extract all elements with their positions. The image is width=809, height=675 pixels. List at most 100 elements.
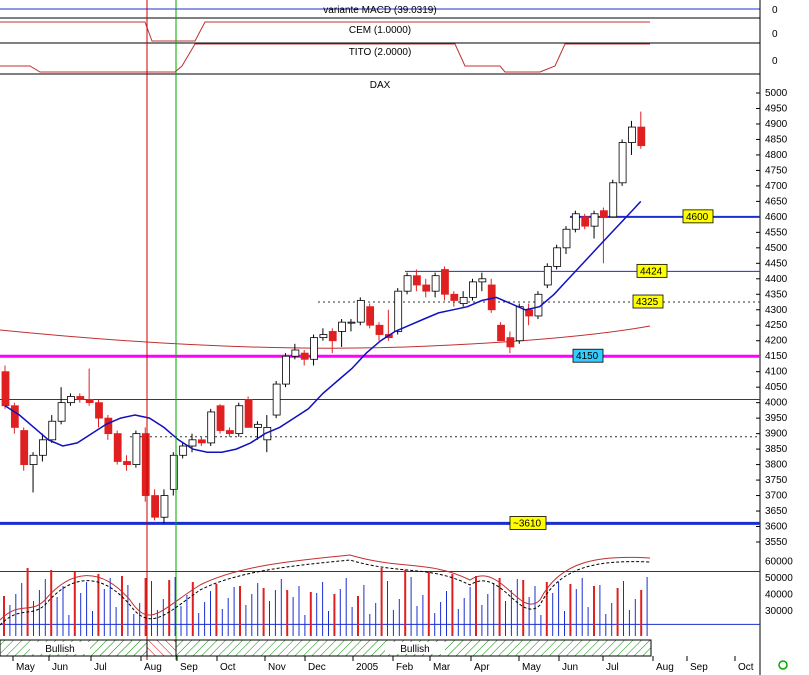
y-tick-label: 5000 <box>765 88 788 99</box>
x-tick-label: May <box>16 662 35 673</box>
candle-body <box>29 454 38 465</box>
x-tick-label: 2005 <box>356 662 379 673</box>
candle-body <box>300 352 309 360</box>
volume-tick-label: 30000 <box>765 606 793 617</box>
y-tick-label: 4850 <box>765 134 788 145</box>
bullish-label-1: Bullish <box>45 644 74 655</box>
candle-body <box>291 349 300 357</box>
x-tick-label: Jun <box>52 662 68 673</box>
x-tick-label: Sep <box>690 662 708 673</box>
candle-body <box>525 309 533 317</box>
y-tick-label: 4800 <box>765 150 788 161</box>
candle-body <box>207 411 216 444</box>
macd-panel: variante MACD (39.0319) 0 <box>0 5 778 19</box>
candle-body <box>450 293 459 301</box>
x-tick-label: Mar <box>433 662 451 673</box>
candle-body <box>637 126 646 147</box>
x-tick-label: Oct <box>220 662 236 673</box>
y-tick-label: 4050 <box>765 382 788 393</box>
candle-body <box>441 269 449 295</box>
candle-body <box>244 399 253 428</box>
candle-body <box>216 405 225 431</box>
y-tick-label: 3650 <box>765 506 788 517</box>
y-tick-label: 4950 <box>765 103 788 114</box>
y-tick-label: 4900 <box>765 119 788 130</box>
bullish-label-2: Bullish <box>400 644 429 655</box>
stochastic-line <box>0 554 651 621</box>
ma-short-line <box>4 200 642 453</box>
y-tick-label: 3850 <box>765 444 788 455</box>
x-tick-label: Aug <box>144 662 162 673</box>
candle-body <box>609 182 618 218</box>
y-tick-label: 3750 <box>765 475 788 486</box>
candle-body <box>497 324 505 342</box>
cem-value: 0 <box>772 29 778 40</box>
candle-body <box>506 337 515 348</box>
level-badge <box>572 348 604 363</box>
level-badge-text: 4600 <box>686 212 709 223</box>
x-tick-label: Nov <box>268 662 286 673</box>
level-badge <box>509 516 547 530</box>
candle-body <box>95 402 103 419</box>
candle-body <box>403 275 412 292</box>
volume-tick-label: 50000 <box>765 573 793 584</box>
candle-body <box>356 300 365 323</box>
tito-value: 0 <box>772 56 778 67</box>
candle-body <box>160 495 169 518</box>
x-tick-label: Apr <box>474 662 490 673</box>
x-tick-label: Feb <box>396 662 414 673</box>
x-tick-label: Dec <box>308 662 326 673</box>
candle-body <box>141 433 150 496</box>
level-badge-text: 4150 <box>576 351 599 362</box>
cem-panel: CEM (1.0000) 0 <box>0 21 778 44</box>
x-tick-label: Jul <box>606 662 619 673</box>
candle-body <box>431 275 440 292</box>
level-badge <box>632 294 664 309</box>
candle-body <box>562 228 571 249</box>
macd-value: 0 <box>772 5 778 16</box>
candle-body <box>151 495 160 518</box>
candle-body <box>57 402 66 422</box>
candle-body <box>412 275 421 286</box>
candle-body <box>123 461 131 465</box>
candle-body <box>543 266 552 286</box>
y-tick-label: 4750 <box>765 165 788 176</box>
y-tick-label: 4150 <box>765 351 788 362</box>
x-tick-label: May <box>522 662 541 673</box>
refresh-icon[interactable] <box>778 660 788 670</box>
volume-tick-label: 40000 <box>765 590 793 601</box>
candle-body <box>328 331 337 342</box>
candle-body <box>85 399 94 404</box>
level-badge-text: 4424 <box>640 266 663 277</box>
candle-body <box>422 284 431 292</box>
candle-body <box>394 290 403 332</box>
candle-body <box>10 405 19 428</box>
level-badge-text: ~3610 <box>513 518 542 529</box>
chart-title: DAX <box>370 80 391 91</box>
candle-body <box>1 371 10 407</box>
y-tick-label: 4450 <box>765 258 788 269</box>
y-tick-label: 4000 <box>765 398 788 409</box>
candle-body <box>571 213 580 230</box>
x-tick-label: Jul <box>94 662 107 673</box>
candle-body <box>628 126 636 143</box>
candle-body <box>104 417 113 435</box>
y-tick-label: 3950 <box>765 413 788 424</box>
volume-panel <box>0 554 760 636</box>
macd-label: variante MACD (39.0319) <box>323 5 436 16</box>
candle-body <box>515 306 524 342</box>
candle-body <box>366 306 375 326</box>
candle-body <box>459 296 468 304</box>
candle-body <box>67 396 75 404</box>
candle-body <box>20 430 29 465</box>
tito-panel: TITO (2.0000) 0 <box>0 43 778 75</box>
candle-body <box>478 278 487 283</box>
candle-body <box>553 247 562 267</box>
y-tick-label: 3800 <box>765 460 788 471</box>
tito-label: TITO (2.0000) <box>349 47 412 58</box>
y-tick-label: 4300 <box>765 305 788 316</box>
y-tick-label: 4700 <box>765 181 788 192</box>
candle-body <box>169 454 178 490</box>
y-tick-label: 3900 <box>765 429 788 440</box>
